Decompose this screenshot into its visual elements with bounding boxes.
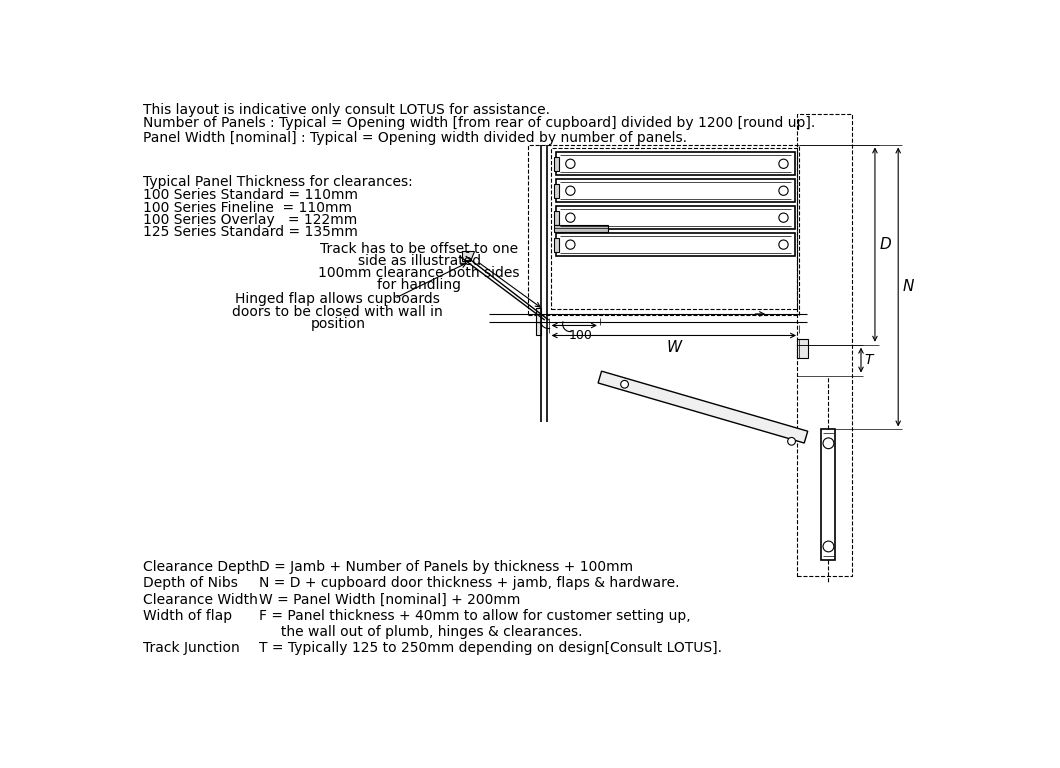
Bar [556, 233, 795, 257]
Text: Clearance Depth: Clearance Depth [143, 561, 260, 574]
Text: D = Jamb + Number of Panels by thickness + 100mm: D = Jamb + Number of Panels by thickness… [259, 561, 633, 574]
Circle shape [566, 240, 575, 250]
Text: N: N [903, 280, 914, 294]
Text: N = D + cupboard door thickness + jamb, flaps & hardware.: N = D + cupboard door thickness + jamb, … [259, 577, 679, 591]
Bar [554, 225, 608, 231]
Text: Depth of Nibs: Depth of Nibs [143, 577, 237, 591]
Text: 100mm clearance both sides: 100mm clearance both sides [318, 266, 520, 280]
Bar [554, 184, 559, 197]
Text: Width of flap: Width of flap [143, 609, 232, 623]
Text: Track Junction: Track Junction [143, 641, 240, 655]
Bar [556, 152, 795, 175]
Circle shape [566, 159, 575, 168]
Circle shape [779, 240, 789, 250]
Circle shape [823, 438, 834, 449]
Text: side as illustrated: side as illustrated [357, 254, 481, 268]
Bar [797, 114, 851, 576]
Text: 100: 100 [568, 329, 593, 343]
Text: doors to be closed with wall in: doors to be closed with wall in [232, 305, 443, 319]
Text: Clearance Width: Clearance Width [143, 593, 258, 607]
Text: 100 Series Standard = 110mm: 100 Series Standard = 110mm [143, 188, 357, 203]
Text: F = Panel thickness + 40mm to allow for customer setting up,: F = Panel thickness + 40mm to allow for … [259, 609, 690, 623]
Text: Panel Width [nominal] : Typical = Opening width divided by number of panels.: Panel Width [nominal] : Typical = Openin… [143, 131, 687, 144]
Bar [535, 322, 541, 336]
Text: the wall out of plumb, hinges & clearances.: the wall out of plumb, hinges & clearanc… [259, 625, 582, 639]
Text: 100 Series Fineline  = 110mm: 100 Series Fineline = 110mm [143, 200, 352, 215]
Text: 125 Series Standard = 135mm: 125 Series Standard = 135mm [143, 225, 357, 240]
Text: T: T [865, 353, 873, 367]
Bar [528, 144, 799, 316]
Bar [554, 237, 559, 252]
Text: Number of Panels : Typical = Opening width [from rear of cupboard] divided by 12: Number of Panels : Typical = Opening wid… [143, 116, 815, 130]
Text: D: D [880, 237, 891, 252]
Circle shape [779, 186, 789, 195]
Circle shape [566, 213, 575, 222]
Text: Track has to be offset to one: Track has to be offset to one [320, 242, 518, 256]
Text: T = Typically 125 to 250mm depending on design[Consult LOTUS].: T = Typically 125 to 250mm depending on … [259, 641, 722, 655]
Circle shape [779, 159, 789, 168]
Text: W: W [667, 340, 682, 355]
Circle shape [566, 186, 575, 195]
Text: for handling: for handling [377, 279, 461, 293]
Circle shape [823, 541, 834, 552]
Bar [556, 206, 795, 229]
Text: This layout is indicative only consult LOTUS for assistance.: This layout is indicative only consult L… [143, 103, 549, 117]
Circle shape [779, 213, 789, 222]
Circle shape [621, 380, 629, 388]
Bar [554, 210, 559, 224]
Circle shape [788, 438, 795, 445]
Text: position: position [311, 317, 366, 331]
Bar [551, 148, 797, 309]
Bar [556, 179, 795, 202]
Bar [797, 339, 809, 358]
Text: 100 Series Overlay   = 122mm: 100 Series Overlay = 122mm [143, 213, 357, 227]
Text: Hinged flap allows cupboards: Hinged flap allows cupboards [235, 293, 440, 306]
Bar [822, 429, 835, 561]
Text: W = Panel Width [nominal] + 200mm: W = Panel Width [nominal] + 200mm [259, 593, 520, 607]
Polygon shape [598, 371, 808, 443]
Bar [554, 157, 559, 170]
Bar [535, 308, 541, 322]
Text: Typical Panel Thickness for clearances:: Typical Panel Thickness for clearances: [143, 175, 412, 190]
Polygon shape [462, 251, 474, 261]
